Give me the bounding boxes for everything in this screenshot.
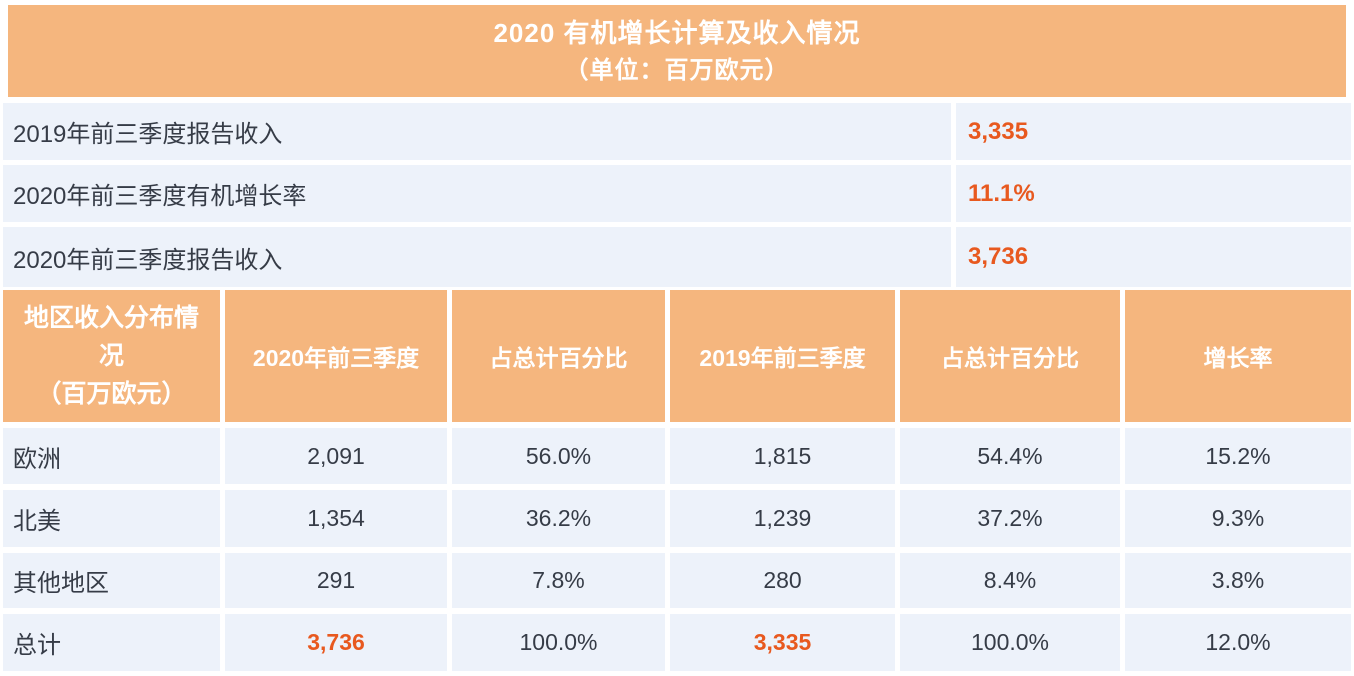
region-cell: 欧洲 [3, 428, 220, 484]
summary-row-label: 2020年前三季度报告收入 [3, 227, 951, 287]
value-cell: 36.2% [452, 490, 665, 547]
value-cell-total-2019: 3,335 [670, 614, 895, 671]
region-cell: 北美 [3, 490, 220, 547]
summary-row-label: 2019年前三季度报告收入 [3, 103, 951, 160]
region-distribution-table: 地区收入分布情 况 （百万欧元） 2020年前三季度 占总计百分比 2019年前… [3, 290, 1351, 671]
column-header-growth: 增长率 [1125, 290, 1351, 422]
value-cell: 280 [670, 553, 895, 608]
value-cell: 56.0% [452, 428, 665, 484]
corner-header: 地区收入分布情 况 （百万欧元） [3, 290, 220, 422]
value-cell: 12.0% [1125, 614, 1351, 671]
summary-row-value: 3,736 [956, 227, 1351, 287]
value-cell: 291 [225, 553, 447, 608]
value-cell: 54.4% [900, 428, 1120, 484]
column-header-share-2020: 占总计百分比 [452, 290, 665, 422]
region-cell: 其他地区 [3, 553, 220, 608]
summary-table: 2019年前三季度报告收入 3,335 2020年前三季度有机增长率 11.1%… [3, 103, 1351, 287]
summary-row-value: 3,335 [956, 103, 1351, 160]
value-cell: 9.3% [1125, 490, 1351, 547]
value-cell: 3.8% [1125, 553, 1351, 608]
column-header-share-2019: 占总计百分比 [900, 290, 1120, 422]
summary-row-value: 11.1% [956, 165, 1351, 222]
value-cell-total-2020: 3,736 [225, 614, 447, 671]
value-cell: 8.4% [900, 553, 1120, 608]
value-cell: 7.8% [452, 553, 665, 608]
value-cell: 100.0% [452, 614, 665, 671]
summary-row-label: 2020年前三季度有机增长率 [3, 165, 951, 222]
report-title-block: 2020 有机增长计算及收入情况 （单位：百万欧元） [8, 5, 1346, 97]
value-cell: 1,354 [225, 490, 447, 547]
column-header-2019: 2019年前三季度 [670, 290, 895, 422]
value-cell: 100.0% [900, 614, 1120, 671]
column-header-2020: 2020年前三季度 [225, 290, 447, 422]
value-cell: 2,091 [225, 428, 447, 484]
value-cell: 15.2% [1125, 428, 1351, 484]
value-cell: 37.2% [900, 490, 1120, 547]
value-cell: 1,815 [670, 428, 895, 484]
report-title: 2020 有机增长计算及收入情况 [493, 18, 861, 48]
report-subtitle: （单位：百万欧元） [564, 57, 790, 84]
value-cell: 1,239 [670, 490, 895, 547]
region-cell-total: 总计 [3, 614, 220, 671]
